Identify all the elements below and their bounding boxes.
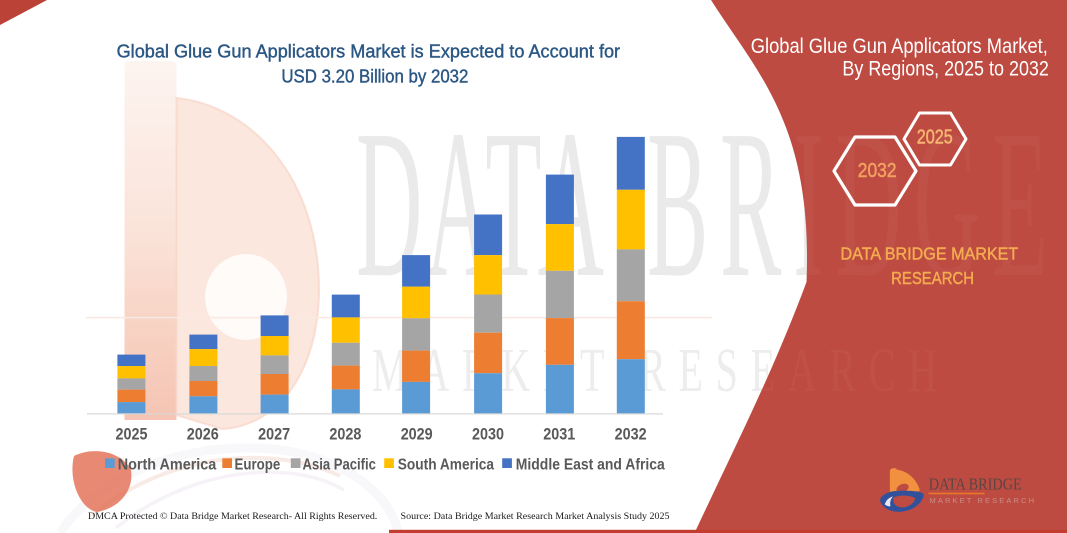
svg-text:2030: 2030 [472, 425, 504, 444]
svg-text:2026: 2026 [187, 425, 219, 444]
svg-text:USD 3.20 Billion by 2032: USD 3.20 Billion by 2032 [281, 67, 468, 87]
svg-text:Asia Pacific: Asia Pacific [303, 457, 376, 474]
svg-text:Middle East and Africa: Middle East and Africa [516, 457, 665, 474]
svg-text:DATA BRIDGE: DATA BRIDGE [929, 475, 1022, 494]
svg-text:2027: 2027 [258, 425, 290, 444]
svg-text:2025: 2025 [116, 425, 148, 444]
svg-text:2029: 2029 [401, 425, 433, 444]
svg-text:2028: 2028 [329, 425, 361, 444]
svg-text:MARKET RESEARCH: MARKET RESEARCH [930, 496, 1035, 505]
svg-text:North America: North America [118, 457, 217, 474]
svg-text:2025: 2025 [917, 126, 953, 148]
svg-text:By Regions, 2025 to 2032: By Regions, 2025 to 2032 [842, 58, 1049, 81]
svg-text:RESEARCH: RESEARCH [891, 268, 974, 288]
svg-text:Source: Data Bridge Market Res: Source: Data Bridge Market Research Mark… [401, 511, 670, 522]
svg-text:2031: 2031 [543, 425, 575, 444]
svg-text:DATA BRIDGE MARKET: DATA BRIDGE MARKET [841, 243, 1019, 263]
svg-text:South America: South America [398, 457, 494, 474]
svg-text:2032: 2032 [858, 160, 897, 182]
svg-text:Global Glue Gun Applicators Ma: Global Glue Gun Applicators Market is Ex… [117, 41, 620, 61]
svg-text:Global Glue Gun Applicators Ma: Global Glue Gun Applicators Market, [751, 35, 1048, 58]
svg-text:2032: 2032 [615, 425, 647, 444]
svg-text:DMCA Protected © Data Bridge M: DMCA Protected © Data Bridge Market Rese… [88, 511, 377, 522]
svg-text:Europe: Europe [235, 457, 281, 474]
